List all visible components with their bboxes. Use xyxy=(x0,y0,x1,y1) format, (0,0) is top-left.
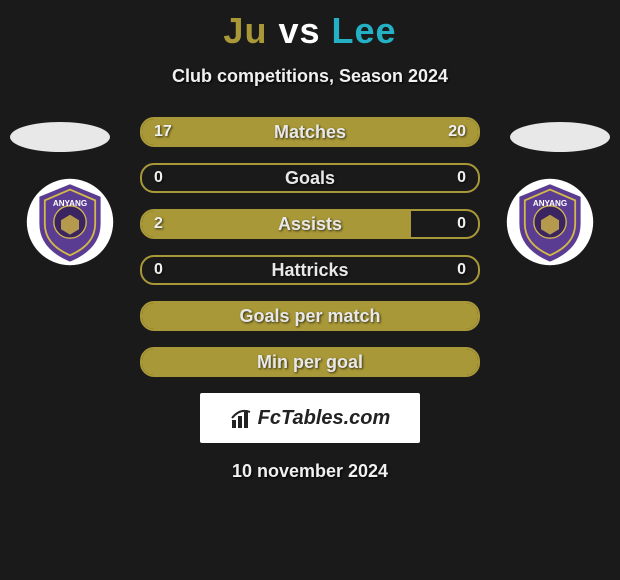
player2-avatar xyxy=(510,122,610,152)
stat-bars: 1720Matches 00Goals 20Assists 00Hattricks Go… xyxy=(140,117,480,377)
comparison-title: Ju vs Lee xyxy=(0,0,620,52)
stat-row: Goals per match xyxy=(140,301,480,331)
stat-row: Min per goal xyxy=(140,347,480,377)
player2-team-logo: ANYANG xyxy=(505,177,595,267)
stat-row: 00Goals xyxy=(140,163,480,193)
stat-label: Min per goal xyxy=(142,349,478,375)
team-crest-icon: ANYANG xyxy=(25,177,115,267)
date-text: 10 november 2024 xyxy=(0,461,620,482)
svg-text:ANYANG: ANYANG xyxy=(533,199,567,208)
stat-label: Goals per match xyxy=(142,303,478,329)
stat-label: Goals xyxy=(142,165,478,191)
player1-team-logo: ANYANG xyxy=(25,177,115,267)
player1-avatar xyxy=(10,122,110,152)
chart-icon xyxy=(230,406,254,430)
comparison-panel: ANYANG ANYANG 1720Matches 00Goals 20Assist… xyxy=(0,117,620,482)
player1-name: Ju xyxy=(223,10,267,51)
subtitle: Club competitions, Season 2024 xyxy=(0,66,620,87)
watermark: FcTables.com xyxy=(200,393,420,443)
stat-label: Hattricks xyxy=(142,257,478,283)
stat-label: Assists xyxy=(142,211,478,237)
vs-text: vs xyxy=(278,10,320,51)
stat-row: 00Hattricks xyxy=(140,255,480,285)
watermark-text: FcTables.com xyxy=(258,407,391,430)
team-crest-icon: ANYANG xyxy=(505,177,595,267)
player2-name: Lee xyxy=(332,10,397,51)
stat-row: 1720Matches xyxy=(140,117,480,147)
svg-text:ANYANG: ANYANG xyxy=(53,199,87,208)
stat-label: Matches xyxy=(142,119,478,145)
stat-row: 20Assists xyxy=(140,209,480,239)
